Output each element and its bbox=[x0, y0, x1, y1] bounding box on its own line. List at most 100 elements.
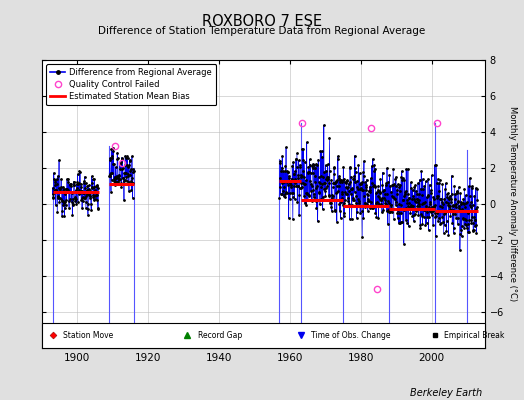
Point bbox=[423, 194, 431, 200]
Point bbox=[374, 193, 382, 200]
Point bbox=[384, 178, 392, 185]
Point bbox=[106, 170, 115, 176]
Point bbox=[58, 212, 66, 219]
Point bbox=[412, 196, 421, 202]
Point bbox=[414, 180, 422, 186]
Point bbox=[421, 222, 430, 228]
Point bbox=[397, 210, 406, 216]
Point bbox=[48, 191, 57, 198]
Point bbox=[281, 163, 290, 169]
Point bbox=[125, 179, 133, 185]
Point bbox=[438, 199, 446, 205]
Point bbox=[302, 202, 310, 208]
Point bbox=[380, 187, 388, 193]
Point bbox=[445, 203, 453, 210]
Point bbox=[413, 196, 421, 202]
Point bbox=[439, 208, 447, 214]
Point bbox=[395, 220, 403, 226]
Point bbox=[109, 144, 117, 151]
Point bbox=[422, 203, 430, 210]
Point bbox=[322, 176, 330, 182]
Point bbox=[405, 200, 413, 206]
Point bbox=[357, 185, 366, 192]
Point bbox=[465, 193, 474, 200]
Point bbox=[72, 200, 81, 207]
Point bbox=[107, 188, 115, 195]
Point bbox=[87, 207, 95, 213]
Point bbox=[293, 150, 301, 157]
Point bbox=[377, 195, 386, 201]
Point bbox=[62, 186, 70, 193]
Point bbox=[340, 212, 348, 219]
Point bbox=[455, 205, 463, 211]
Point bbox=[331, 208, 339, 214]
Point bbox=[395, 184, 403, 190]
Point bbox=[348, 185, 357, 192]
Point bbox=[454, 215, 462, 221]
Point bbox=[112, 174, 120, 181]
Point bbox=[420, 213, 428, 220]
Point bbox=[73, 179, 82, 186]
Point bbox=[473, 196, 482, 203]
Point bbox=[392, 182, 400, 189]
Point bbox=[77, 183, 85, 190]
Point bbox=[105, 157, 114, 164]
Point bbox=[116, 159, 124, 166]
Point bbox=[294, 174, 303, 181]
Point bbox=[50, 186, 59, 193]
Point bbox=[77, 181, 85, 188]
Point bbox=[86, 189, 95, 196]
Point bbox=[344, 194, 353, 201]
Point bbox=[129, 180, 137, 186]
Point bbox=[325, 168, 334, 175]
Point bbox=[402, 200, 411, 206]
Point bbox=[63, 188, 71, 195]
Point bbox=[368, 204, 377, 211]
Point bbox=[447, 196, 455, 202]
Point bbox=[291, 168, 299, 174]
Point bbox=[461, 216, 470, 222]
Point bbox=[470, 193, 478, 199]
Point bbox=[353, 178, 361, 185]
Point bbox=[366, 205, 375, 211]
Point bbox=[90, 197, 98, 204]
Legend: Difference from Regional Average, Quality Control Failed, Estimated Station Mean: Difference from Regional Average, Qualit… bbox=[46, 64, 216, 105]
Point bbox=[387, 205, 395, 211]
Point bbox=[284, 169, 292, 176]
Point bbox=[449, 202, 457, 209]
Point bbox=[51, 182, 59, 188]
Point bbox=[404, 166, 412, 172]
Point bbox=[463, 208, 471, 214]
Point bbox=[319, 173, 328, 180]
Point bbox=[329, 184, 337, 190]
Point bbox=[123, 178, 131, 184]
Point bbox=[293, 183, 302, 189]
Point bbox=[81, 174, 89, 180]
Point bbox=[343, 185, 351, 191]
Point bbox=[354, 162, 363, 168]
Point bbox=[282, 190, 291, 196]
Point bbox=[470, 214, 478, 220]
Point bbox=[316, 173, 325, 179]
Point bbox=[108, 153, 116, 159]
Point bbox=[113, 172, 121, 179]
Point bbox=[376, 188, 384, 195]
Point bbox=[442, 228, 451, 234]
Point bbox=[287, 178, 295, 184]
Point bbox=[423, 214, 431, 220]
Point bbox=[319, 180, 328, 187]
Point bbox=[281, 168, 289, 174]
Point bbox=[310, 162, 319, 168]
Point bbox=[56, 195, 64, 201]
Point bbox=[375, 201, 384, 207]
Point bbox=[75, 168, 84, 174]
Point bbox=[120, 197, 128, 203]
Point bbox=[462, 192, 470, 198]
Point bbox=[50, 175, 58, 182]
Point bbox=[383, 165, 391, 172]
Point bbox=[79, 190, 87, 196]
Point bbox=[451, 196, 459, 202]
Point bbox=[472, 185, 480, 191]
Point bbox=[353, 208, 362, 215]
Point bbox=[68, 212, 77, 218]
